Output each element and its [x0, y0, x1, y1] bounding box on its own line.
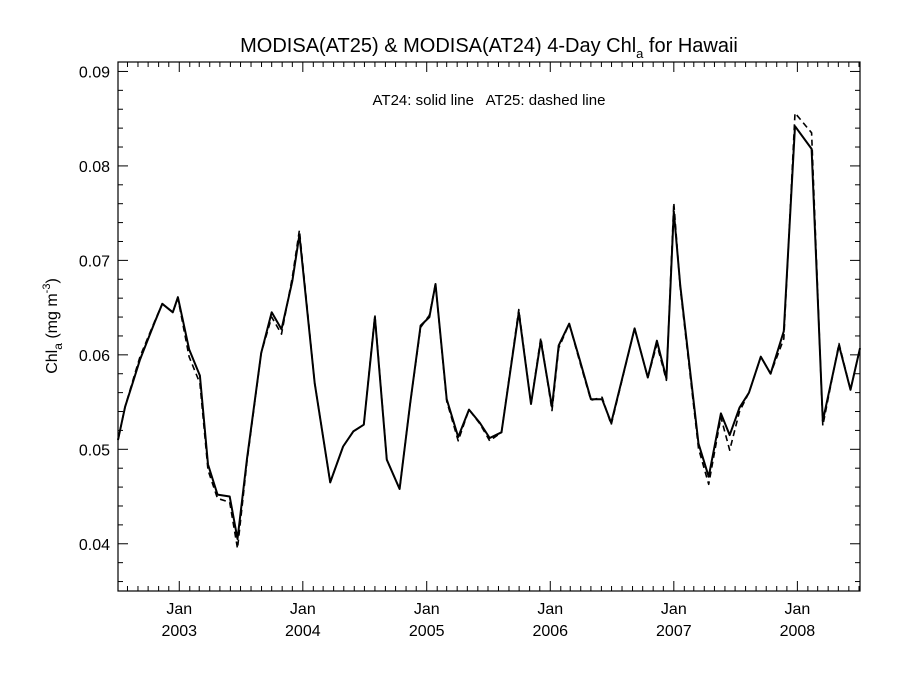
- chart-title: MODISA(AT25) & MODISA(AT24) 4-Day Chla f…: [240, 35, 738, 61]
- x-tick-label-month: Jan: [166, 601, 192, 618]
- x-tick-label-month: Jan: [537, 601, 563, 618]
- y-tick-label: 0.07: [79, 253, 110, 270]
- y-tick-label: 0.08: [79, 159, 110, 176]
- y-tick-label: 0.04: [79, 537, 110, 554]
- y-tick-label: 0.09: [79, 64, 110, 81]
- x-tick-label-year: 2005: [409, 623, 445, 640]
- y-axis-label: Chla (mg m-3): [41, 278, 65, 374]
- series-line-at25: [117, 112, 861, 550]
- x-tick-label-month: Jan: [414, 601, 440, 618]
- x-tick-label-month: Jan: [784, 601, 810, 618]
- x-tick-label-month: Jan: [290, 601, 316, 618]
- plot-frame: [117, 61, 861, 592]
- legend-annotation: AT24: solid line AT25: dashed line: [373, 92, 606, 109]
- x-tick-label-year: 2008: [780, 623, 816, 640]
- y-tick-label: 0.06: [79, 348, 110, 365]
- x-tick-label-year: 2003: [161, 623, 197, 640]
- x-tick-label-year: 2007: [656, 623, 692, 640]
- x-tick-label-year: 2004: [285, 623, 321, 640]
- x-tick-label-year: 2006: [532, 623, 568, 640]
- y-tick-label: 0.05: [79, 442, 110, 459]
- x-tick-label-month: Jan: [661, 601, 687, 618]
- series-line-at24: [117, 125, 861, 540]
